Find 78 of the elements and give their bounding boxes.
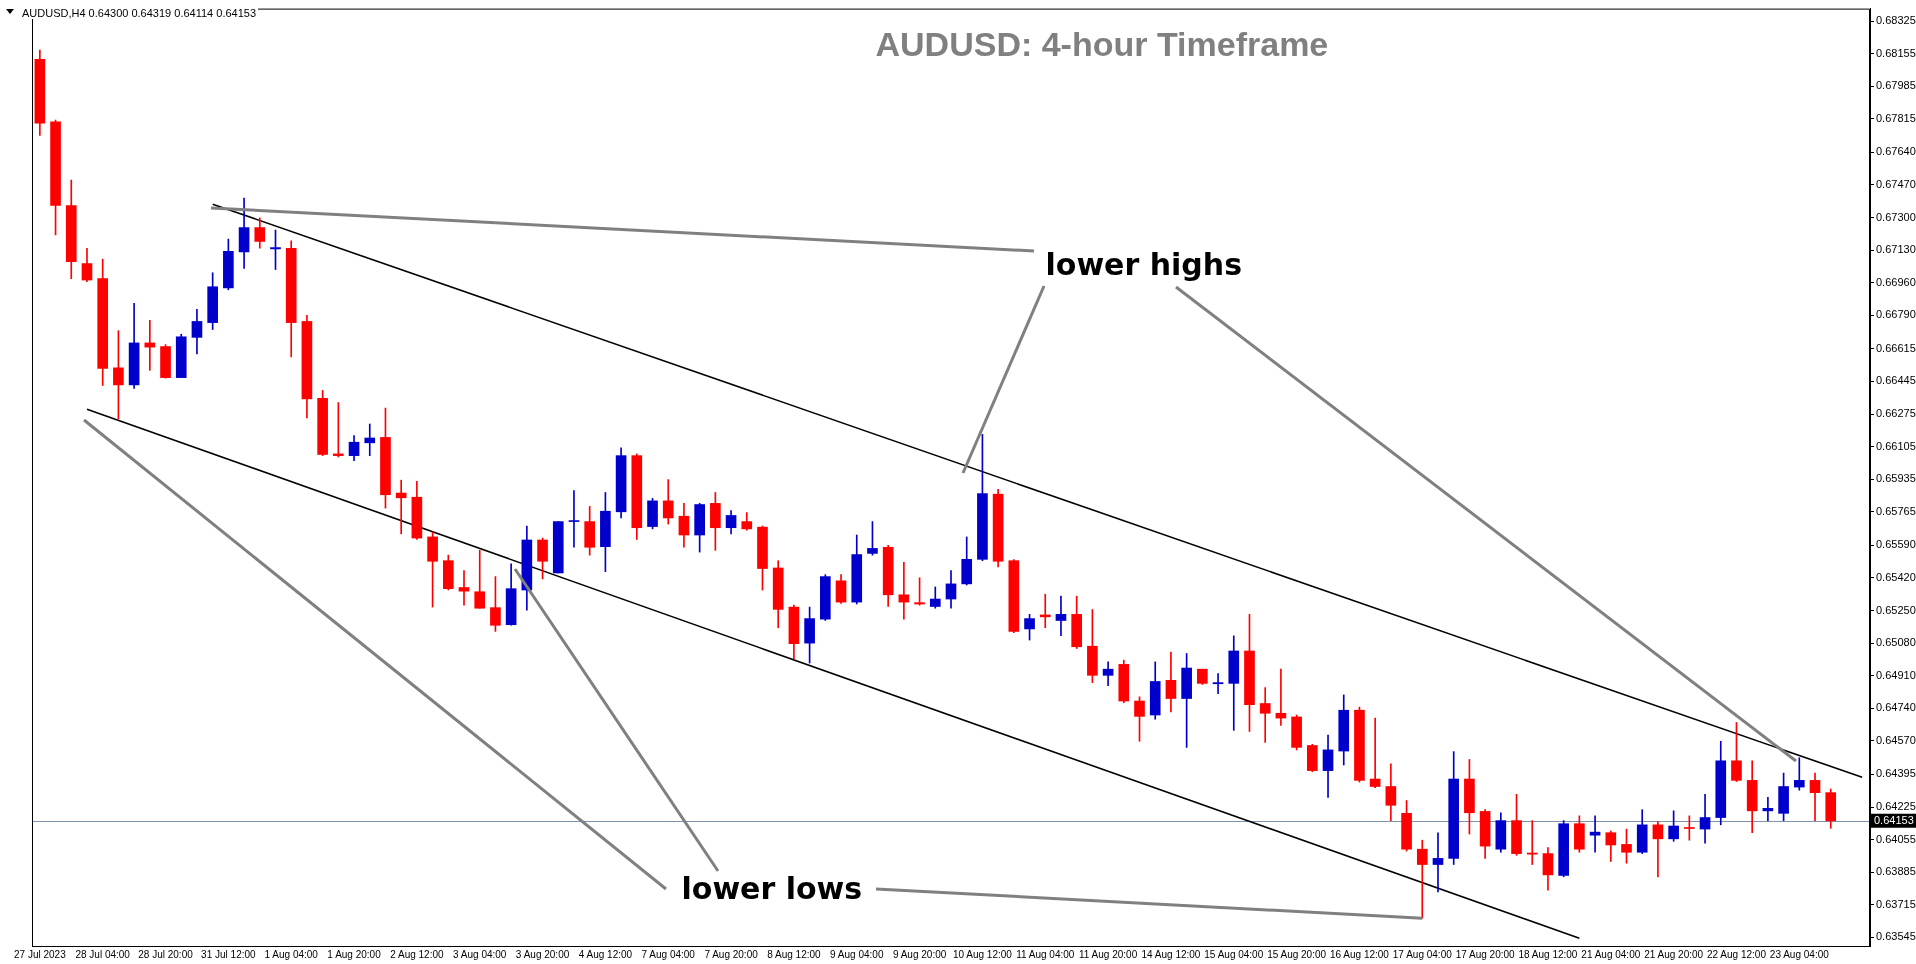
candlestick xyxy=(568,490,580,548)
x-tick-label: 28 Jul 04:00 xyxy=(75,948,131,960)
x-tick-label: 22 Aug 12:00 xyxy=(1706,948,1767,960)
candlestick xyxy=(1699,794,1711,844)
x-tick-label: 2 Aug 12:00 xyxy=(390,948,445,960)
y-tick-label: 0.65250 xyxy=(1876,603,1916,616)
x-tick-label: 28 Jul 20:00 xyxy=(138,948,194,960)
y-tick-label: 0.65590 xyxy=(1876,538,1916,551)
y-tick-label: 0.67470 xyxy=(1876,177,1916,190)
y-tick-label: 0.63715 xyxy=(1876,897,1916,910)
y-tick-label: 0.65935 xyxy=(1876,472,1916,485)
y-tick-label: 0.66790 xyxy=(1876,308,1916,321)
candlestick xyxy=(395,479,407,535)
x-tick-label: 4 Aug 12:00 xyxy=(578,948,633,960)
candlestick xyxy=(1589,815,1601,853)
x-tick-label: 3 Aug 04:00 xyxy=(453,948,507,960)
y-tick-label: 0.66275 xyxy=(1876,407,1916,420)
y-tick-label: 0.66960 xyxy=(1876,275,1916,288)
ref-line-label: 0.64153 xyxy=(1874,813,1914,826)
x-tick-label: 15 Aug 20:00 xyxy=(1267,948,1327,960)
x-tick-label: 9 Aug 20:00 xyxy=(892,948,947,960)
x-tick-label: 1 Aug 20:00 xyxy=(327,948,382,960)
y-tick-label: 0.66105 xyxy=(1876,439,1916,452)
x-tick-label: 17 Aug 20:00 xyxy=(1455,948,1516,960)
x-tick-label: 10 Aug 12:00 xyxy=(952,948,1013,960)
x-tick-label: 7 Aug 04:00 xyxy=(641,948,696,960)
candlestick xyxy=(1652,821,1664,878)
candlestick xyxy=(1793,757,1805,791)
x-tick-label: 7 Aug 20:00 xyxy=(704,948,759,960)
x-tick-label: 21 Aug 04:00 xyxy=(1581,948,1641,960)
y-tick-label: 0.65080 xyxy=(1876,636,1916,649)
candlestick xyxy=(1416,839,1428,919)
x-tick-label: 8 Aug 12:00 xyxy=(767,948,822,960)
text: AUDUSD: 4-hour Timeframe xyxy=(875,24,1329,64)
y-tick-label: 0.68325 xyxy=(1876,14,1916,27)
x-tick-label: 17 Aug 04:00 xyxy=(1392,948,1453,960)
x-tick-label: 14 Aug 12:00 xyxy=(1141,948,1201,960)
x-tick-label: 27 Jul 2023 xyxy=(14,948,67,960)
annotation: lower highs xyxy=(1045,246,1243,282)
candlestick xyxy=(1055,595,1067,636)
candlestick xyxy=(1369,717,1381,788)
y-tick-label: 0.66615 xyxy=(1876,341,1916,354)
y-tick-label: 0.64570 xyxy=(1876,733,1916,746)
x-tick-label: 23 Aug 04:00 xyxy=(1769,948,1830,960)
y-tick-label: 0.64910 xyxy=(1876,668,1916,681)
candlestick xyxy=(898,562,910,620)
y-tick-label: 0.67130 xyxy=(1876,243,1916,256)
x-tick-label: 18 Aug 12:00 xyxy=(1518,948,1578,960)
x-tick-label: 11 Aug 20:00 xyxy=(1078,948,1138,960)
x-tick-label: 21 Aug 20:00 xyxy=(1644,948,1704,960)
x-tick-label: 11 Aug 04:00 xyxy=(1016,948,1075,960)
y-tick-label: 0.64055 xyxy=(1876,832,1916,845)
candlestick xyxy=(364,423,376,456)
y-tick-label: 0.63885 xyxy=(1876,865,1916,878)
candlestick xyxy=(1212,673,1224,695)
y-tick-label: 0.64740 xyxy=(1876,701,1916,714)
annotation: AUDUSD,H4 0.64300 0.64319 0.64114 0.64153 xyxy=(20,7,259,19)
x-tick-label: 1 Aug 04:00 xyxy=(264,948,319,960)
y-tick-label: 0.65420 xyxy=(1876,570,1916,583)
y-tick-label: 0.64395 xyxy=(1876,767,1916,780)
x-tick-label: 31 Jul 12:00 xyxy=(201,948,257,960)
y-tick-label: 0.66445 xyxy=(1876,374,1916,387)
y-tick-label: 0.68155 xyxy=(1876,46,1916,59)
y-tick-label: 0.64225 xyxy=(1876,800,1916,813)
y-tick-label: 0.67640 xyxy=(1876,145,1916,158)
annotation: lower lows xyxy=(681,870,863,906)
candlestick xyxy=(1526,820,1538,865)
y-tick-label: 0.67815 xyxy=(1876,111,1916,124)
x-tick-label: 15 Aug 04:00 xyxy=(1204,948,1264,960)
candlestick xyxy=(1259,687,1271,743)
candlestick xyxy=(1432,832,1444,893)
y-tick-label: 0.65765 xyxy=(1876,504,1916,517)
x-tick-label: 9 Aug 04:00 xyxy=(830,948,884,960)
x-tick-label: 3 Aug 20:00 xyxy=(515,948,570,960)
x-tick-label: 16 Aug 12:00 xyxy=(1329,948,1390,960)
y-tick-label: 0.63545 xyxy=(1876,930,1916,943)
y-tick-label: 0.67300 xyxy=(1876,210,1916,223)
y-tick-label: 0.67985 xyxy=(1876,79,1916,92)
